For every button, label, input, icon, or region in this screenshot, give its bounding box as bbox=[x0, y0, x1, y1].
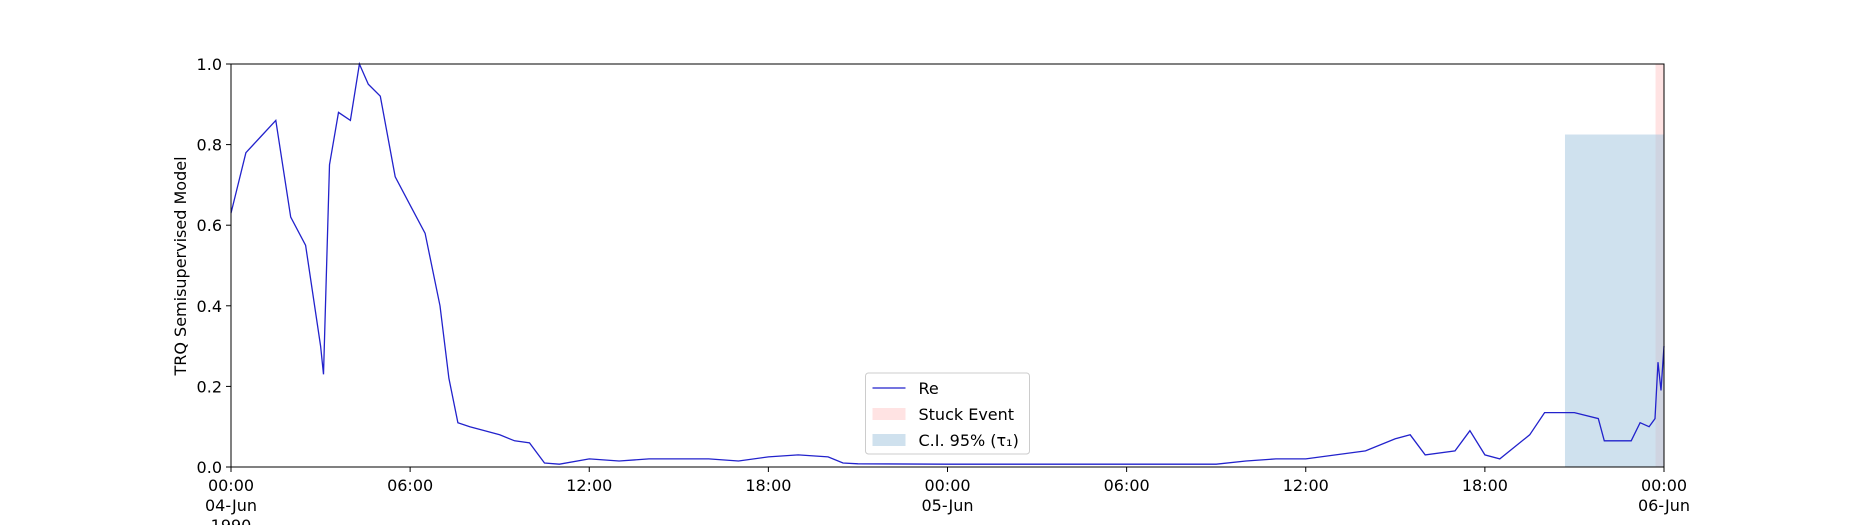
legend-swatch bbox=[872, 408, 906, 420]
legend-label: Re bbox=[919, 379, 939, 398]
x-tick-label-line: 00:00 bbox=[1641, 476, 1687, 495]
x-tick-label: 00:00 06-Jun bbox=[1638, 476, 1690, 515]
x-tick-label-line: 1990 bbox=[211, 516, 252, 525]
y-tick-label: 1.0 bbox=[197, 55, 222, 74]
plot-frame bbox=[230, 63, 1665, 468]
x-tick-label-line: 00:00 bbox=[924, 476, 970, 495]
x-tick-label: 12:00 bbox=[566, 476, 612, 495]
y-tick-label: 0.0 bbox=[197, 458, 222, 477]
x-tick-label: 18:00 bbox=[1462, 476, 1508, 495]
y-tick-label: 0.2 bbox=[197, 377, 222, 396]
x-tick-label: 06:00 bbox=[1104, 476, 1150, 495]
x-tick-label-line: 18:00 bbox=[745, 476, 791, 495]
x-tick-label: 12:00 bbox=[1283, 476, 1329, 495]
x-tick-label-line: 12:00 bbox=[1283, 476, 1329, 495]
legend-box bbox=[865, 372, 1030, 455]
data-line bbox=[230, 61, 1665, 465]
x-tick-label-line: 12:00 bbox=[566, 476, 612, 495]
legend-swatch bbox=[872, 434, 906, 446]
y-tick-label: 0.8 bbox=[197, 136, 222, 155]
x-tick-label-line: 06-Jun bbox=[1638, 496, 1690, 515]
legend-label: Stuck Event bbox=[919, 405, 1015, 424]
x-tick-label-line: 04-Jun bbox=[205, 496, 257, 515]
y-tick-label: 0.4 bbox=[197, 297, 222, 316]
y-tick-label: 0.6 bbox=[197, 216, 222, 235]
x-tick-label-line: 18:00 bbox=[1462, 476, 1508, 495]
span bbox=[1564, 134, 1664, 467]
x-tick-label-line: 00:00 bbox=[208, 476, 254, 495]
x-tick-label: 18:00 bbox=[745, 476, 791, 495]
x-tick-label: 06:00 bbox=[387, 476, 433, 495]
x-tick-label-line: 06:00 bbox=[1104, 476, 1150, 495]
y-axis-label: TRQ Semisupervised Model bbox=[171, 156, 190, 376]
legend-label: C.I. 95% (τ₁) bbox=[919, 431, 1019, 450]
x-tick-label: 00:00 05-Jun bbox=[921, 476, 973, 515]
x-tick-label-line: 05-Jun bbox=[921, 496, 973, 515]
x-tick-label-line: 06:00 bbox=[387, 476, 433, 495]
